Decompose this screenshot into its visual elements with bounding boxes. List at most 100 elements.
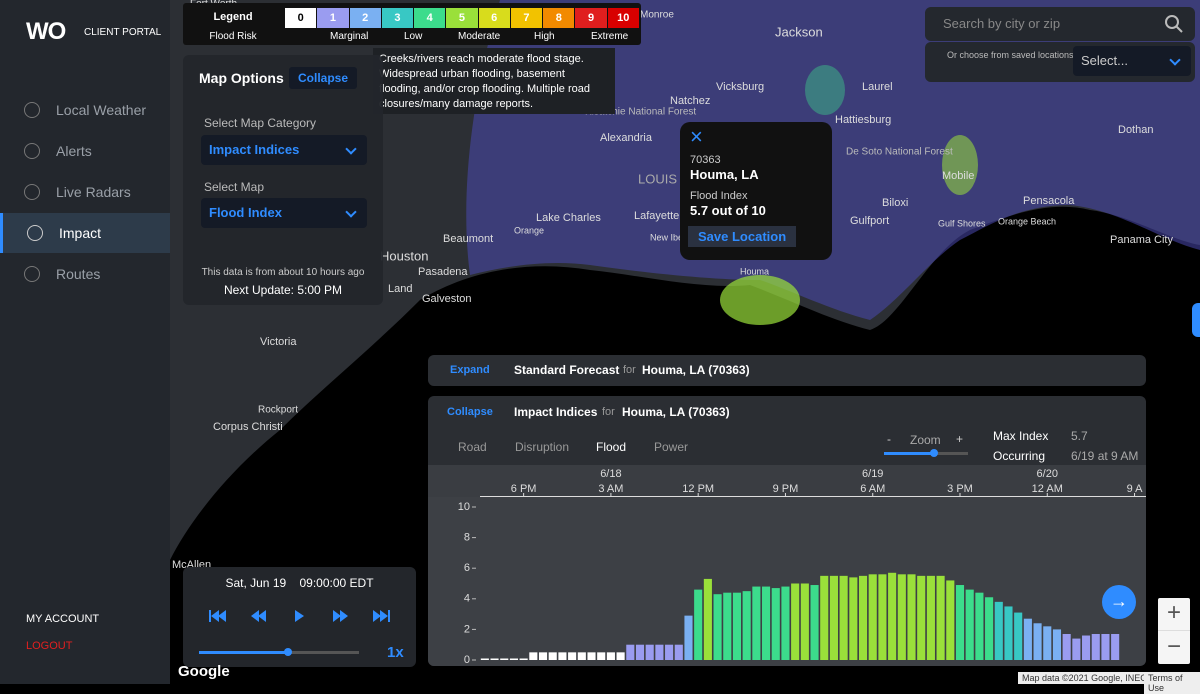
bar (897, 574, 906, 660)
bar (907, 574, 916, 660)
map-label: Natchez (670, 95, 710, 107)
x-date-label: 6/20 (1037, 468, 1058, 480)
bar (955, 585, 965, 660)
bar (538, 652, 548, 660)
map-label: Houston (380, 248, 428, 263)
expand-button[interactable]: Expand (450, 364, 490, 376)
bar (1062, 633, 1071, 660)
legend-level: 9 (575, 8, 607, 28)
tab[interactable]: Power (654, 440, 689, 454)
y-tick-label: 10 (458, 501, 470, 513)
bar (926, 575, 935, 660)
play[interactable] (295, 610, 304, 622)
time-axis-bg (428, 465, 1146, 497)
bar (810, 585, 819, 660)
nav-item[interactable]: Alerts (0, 131, 170, 171)
bar (665, 644, 674, 660)
saved-select[interactable]: Select... (1073, 46, 1191, 76)
search-box[interactable]: Search by city or zip (925, 7, 1195, 41)
portal-label: CLIENT PORTAL (84, 27, 162, 38)
forecast-location: Houma, LA (70363) (642, 363, 750, 377)
zoom-out[interactable]: − (1166, 633, 1181, 660)
nav-item[interactable]: Local Weather (0, 90, 170, 130)
data-age: This data is from about 10 hours ago (201, 267, 365, 278)
skip-forward[interactable] (373, 610, 390, 622)
collapse-button[interactable]: Collapse (447, 406, 493, 418)
tab-active[interactable]: Flood (596, 440, 627, 454)
playback-time: Sat, Jun 19 09:00:00 EDT (225, 576, 374, 590)
zoom-slider[interactable] (884, 449, 968, 457)
bar (490, 658, 499, 660)
bar (1043, 626, 1052, 660)
map-options: Map Options Collapse Select Map Category… (183, 55, 383, 305)
saved-locations: Or choose from saved locations Select... (925, 42, 1195, 82)
legend-level: 2 (349, 8, 381, 28)
bar (1014, 612, 1023, 660)
terms-link[interactable]: Terms of Use (1144, 672, 1200, 694)
step-forward[interactable] (333, 610, 348, 622)
playback: Sat, Jun 19 09:00:00 EDT 1x (183, 567, 416, 667)
bar (1111, 633, 1120, 660)
for-label: for (602, 406, 615, 418)
close-button[interactable]: × (690, 124, 703, 149)
bar (858, 575, 868, 660)
nav-label: Routes (56, 266, 101, 282)
y-tick-label: 4 (464, 593, 470, 605)
zoom-label: Zoom (910, 433, 941, 447)
x-date-label: 6/19 (862, 468, 883, 480)
collapse-button[interactable]: Collapse (289, 67, 358, 89)
side-tab[interactable] (1192, 303, 1200, 337)
tab[interactable]: Road (458, 440, 487, 454)
playback-controls (209, 610, 390, 622)
bar (635, 644, 645, 660)
bar (674, 644, 683, 660)
tab[interactable]: Disruption (515, 440, 570, 454)
x-tick-label: 3 AM (598, 483, 623, 495)
map-label: Mobile (942, 170, 974, 182)
category-select[interactable]: Impact Indices (201, 135, 367, 165)
logout-link[interactable]: LOGOUT (26, 640, 73, 652)
bar (752, 586, 761, 660)
map-label: De Soto National Forest (846, 147, 953, 158)
map-label: Orange Beach (998, 216, 1056, 226)
field-label: Select Map (204, 180, 265, 194)
account-link[interactable]: MY ACCOUNT (26, 613, 100, 625)
flood-hotspot (805, 65, 845, 115)
x-tick-label: 9 PM (773, 483, 799, 495)
map-select[interactable]: Flood Index (201, 198, 367, 228)
bar (626, 644, 635, 660)
time-slider[interactable] (199, 648, 359, 656)
nav-item-active[interactable]: Impact (0, 213, 170, 253)
next-button[interactable]: → (1102, 585, 1136, 619)
map-label: Pensacola (1023, 195, 1075, 207)
legend-tooltip: Creeks/rivers reach moderate flood stage… (373, 48, 615, 114)
map-label: Hattiesburg (835, 114, 891, 126)
bar (500, 658, 509, 660)
map-label: New Ibe (650, 232, 683, 242)
zoom-plus[interactable]: + (956, 432, 964, 446)
nav-label: Impact (59, 225, 102, 241)
bar (694, 589, 703, 660)
nav-item[interactable]: Routes (0, 254, 170, 294)
legend-title: Legend (213, 11, 253, 23)
map-label: Beaumont (443, 233, 493, 245)
bar (558, 652, 567, 660)
nav-item[interactable]: Live Radars (0, 172, 170, 212)
bar (781, 586, 790, 660)
zoom-in[interactable]: + (1158, 598, 1190, 631)
save-button[interactable]: Save Location (688, 226, 797, 247)
skip-back[interactable] (209, 610, 226, 622)
bar (868, 574, 877, 660)
step-back[interactable] (251, 610, 266, 622)
speed[interactable]: 1x (387, 644, 404, 661)
impact-title: Impact Indices (514, 405, 598, 419)
bar (994, 601, 1003, 660)
risk-label: Moderate (458, 31, 501, 42)
zoom-minus[interactable]: - (887, 432, 891, 446)
bar (480, 658, 489, 660)
map-label: Corpus Christi (213, 421, 283, 433)
nav-label: Local Weather (56, 102, 147, 118)
bar (529, 652, 538, 660)
legend-level: 7 (510, 8, 543, 28)
